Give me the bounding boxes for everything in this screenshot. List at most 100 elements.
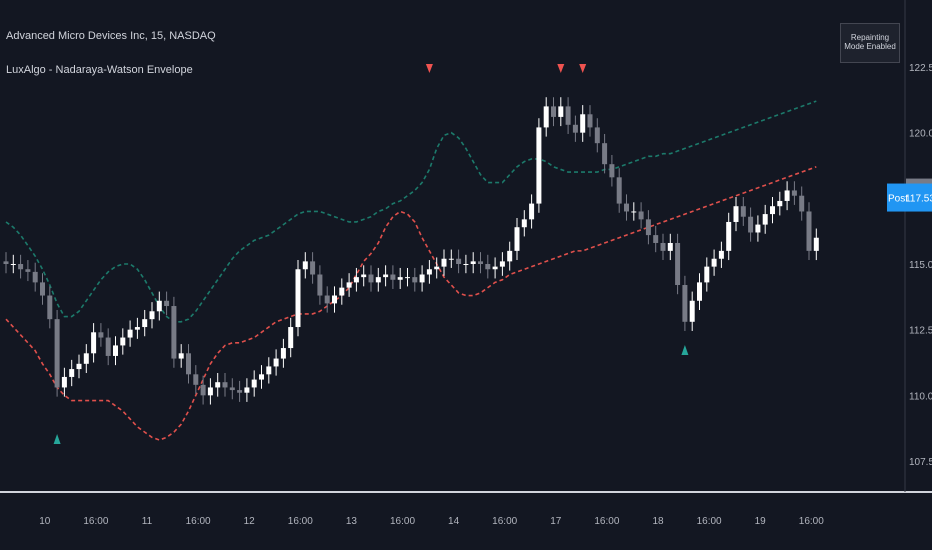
candle-body[interactable] [726,221,732,251]
candle-body[interactable] [514,227,520,251]
candle-body[interactable] [456,258,462,264]
candle-body[interactable] [40,282,45,296]
candle-body[interactable] [229,387,235,391]
candle-body[interactable] [419,274,425,283]
candle-body[interactable] [368,274,374,283]
candle-body[interactable] [813,237,819,251]
candle-body[interactable] [616,177,622,204]
candle-body[interactable] [667,242,673,251]
candle-body[interactable] [25,269,31,272]
candle-body[interactable] [463,264,469,265]
candle-body[interactable] [310,261,316,275]
candle-body[interactable] [91,332,97,354]
candle-body[interactable] [660,242,666,251]
candle-body[interactable] [733,206,739,222]
candle-body[interactable] [295,269,301,328]
candle-body[interactable] [645,219,651,236]
indicator-label[interactable]: LuxAlgo - Nadaraya-Watson Envelope [6,64,193,76]
candle-body[interactable] [3,261,9,264]
candle-body[interactable] [361,274,367,278]
candle-body[interactable] [412,277,418,283]
candle-body[interactable] [32,271,38,283]
candle-body[interactable] [353,277,359,283]
candle-body[interactable] [558,106,564,117]
candle-body[interactable] [397,277,403,280]
candle-body[interactable] [485,264,491,270]
candle-body[interactable] [10,264,16,265]
candle-body[interactable] [448,258,454,260]
candle-body[interactable] [624,203,629,212]
candle-body[interactable] [302,261,308,270]
candle-body[interactable] [492,266,498,270]
candle-body[interactable] [244,387,250,393]
candle-body[interactable] [383,274,389,278]
candle-body[interactable] [164,300,170,307]
candle-body[interactable] [171,306,177,359]
candle-body[interactable] [61,376,67,388]
candle-body[interactable] [565,106,571,125]
candle-body[interactable] [580,114,586,133]
candle-body[interactable] [777,200,783,207]
candle-body[interactable] [332,295,337,304]
candle-body[interactable] [675,242,681,286]
candle-body[interactable] [222,382,228,388]
candle-body[interactable] [200,384,206,396]
candle-body[interactable] [142,319,148,328]
candle-body[interactable] [770,206,775,215]
candle-body[interactable] [572,124,578,133]
candle-body[interactable] [762,214,768,225]
candle-body[interactable] [215,382,221,388]
candle-body[interactable] [711,258,717,267]
candle-body[interactable] [273,358,279,367]
candle-body[interactable] [83,353,89,364]
candle-body[interactable] [76,363,82,370]
candle-body[interactable] [784,190,790,201]
candle-body[interactable] [288,327,294,349]
candle-body[interactable] [602,143,608,165]
candle-body[interactable] [156,300,162,312]
candle-body[interactable] [587,114,593,128]
candle-body[interactable] [697,282,702,301]
candle-body[interactable] [507,250,513,262]
candle-body[interactable] [186,353,191,375]
candle-body[interactable] [441,258,447,267]
candle-body[interactable] [799,195,805,212]
candle-body[interactable] [434,266,440,270]
candle-body[interactable] [54,319,60,388]
candle-body[interactable] [529,203,535,220]
candle-body[interactable] [806,211,812,251]
candle-body[interactable] [521,219,527,228]
candle-body[interactable] [543,106,549,128]
candle-body[interactable] [375,277,381,283]
candle-body[interactable] [594,127,600,144]
candle-body[interactable] [339,287,345,296]
candle-body[interactable] [682,285,688,322]
candle-body[interactable] [317,274,323,296]
candle-body[interactable] [536,127,542,204]
candle-body[interactable] [390,274,396,280]
candle-body[interactable] [266,366,272,375]
candle-body[interactable] [346,282,352,288]
candle-body[interactable] [149,311,155,320]
candle-body[interactable] [499,261,505,267]
candle-body[interactable] [718,250,724,259]
candle-body[interactable] [470,261,476,264]
candle-body[interactable] [405,277,410,279]
candle-body[interactable] [551,106,556,117]
candle-body[interactable] [478,261,483,264]
candle-body[interactable] [280,348,286,359]
candle-body[interactable] [259,374,264,380]
candle-body[interactable] [689,300,695,322]
candle-body[interactable] [638,211,644,220]
candle-body[interactable] [653,235,659,243]
candle-body[interactable] [207,387,213,396]
candle-body[interactable] [120,337,126,346]
candle-body[interactable] [178,353,184,359]
candle-body[interactable] [18,264,24,270]
candle-body[interactable] [193,374,199,385]
candle-body[interactable] [113,345,118,356]
candle-body[interactable] [609,164,615,178]
candle-body[interactable] [69,369,75,377]
candle-body[interactable] [98,332,104,338]
